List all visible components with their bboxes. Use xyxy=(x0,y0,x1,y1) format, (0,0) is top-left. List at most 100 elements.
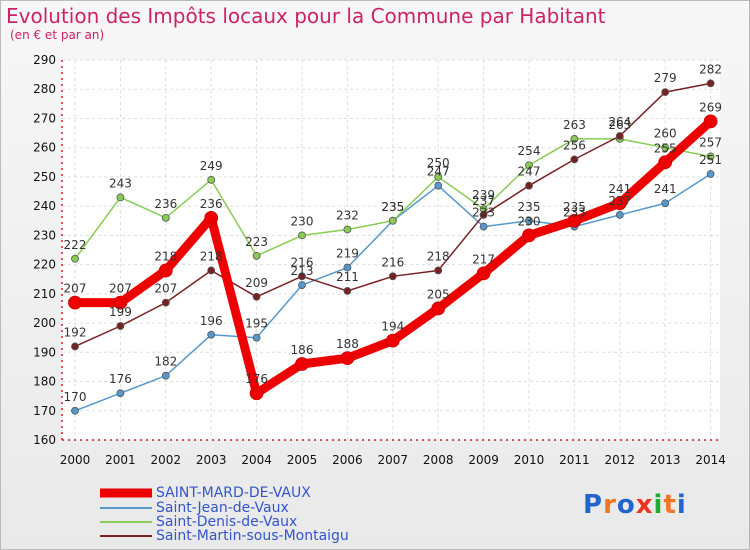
data-point xyxy=(706,170,715,178)
data-point xyxy=(204,210,219,225)
plot-area xyxy=(62,60,720,440)
data-label: 207 xyxy=(109,282,132,296)
data-label: 263 xyxy=(608,118,631,132)
data-label: 218 xyxy=(200,249,223,263)
data-label: 230 xyxy=(518,214,541,228)
y-tick-label: 280 xyxy=(33,82,56,96)
y-tick-label: 220 xyxy=(33,258,56,272)
data-label: 196 xyxy=(200,314,223,328)
data-label: 249 xyxy=(200,159,223,173)
x-tick-label: 2004 xyxy=(241,453,272,467)
data-point xyxy=(295,357,309,371)
data-label: 205 xyxy=(427,287,450,301)
data-label: 233 xyxy=(472,206,495,220)
data-point xyxy=(71,254,79,263)
data-point xyxy=(207,330,216,339)
data-label: 176 xyxy=(245,372,268,386)
x-tick-label: 2000 xyxy=(60,453,91,467)
data-label: 243 xyxy=(109,176,132,190)
data-point xyxy=(343,225,352,234)
data-point xyxy=(431,301,446,316)
data-point xyxy=(249,386,264,401)
data-label: 256 xyxy=(563,138,586,152)
data-point xyxy=(479,222,488,231)
data-label: 236 xyxy=(200,197,223,211)
data-label: 251 xyxy=(699,153,722,167)
data-label: 264 xyxy=(608,115,631,129)
data-point xyxy=(388,272,397,281)
data-point xyxy=(298,231,306,240)
data-point xyxy=(161,213,170,222)
data-label: 247 xyxy=(518,165,541,179)
data-label: 241 xyxy=(654,182,677,196)
x-tick-label: 2007 xyxy=(378,453,409,467)
data-point xyxy=(706,79,715,88)
data-label: 211 xyxy=(336,270,359,284)
y-tick-label: 180 xyxy=(33,375,56,389)
x-tick-label: 2010 xyxy=(514,453,545,467)
x-tick-label: 2001 xyxy=(105,453,136,467)
data-label: 192 xyxy=(64,325,87,339)
data-label: 218 xyxy=(154,249,177,263)
data-point xyxy=(706,152,715,161)
legend-label-saint-mard: SAINT-MARD-DE-VAUX xyxy=(156,485,311,501)
data-point xyxy=(161,371,170,380)
data-point xyxy=(252,251,261,260)
data-label: 216 xyxy=(291,255,314,269)
data-point xyxy=(116,389,125,398)
data-point xyxy=(343,263,352,272)
x-tick-label: 2003 xyxy=(196,453,227,467)
data-point xyxy=(298,272,306,281)
data-label: 223 xyxy=(245,235,268,249)
data-label: 222 xyxy=(64,238,87,252)
data-point xyxy=(479,211,488,219)
data-point xyxy=(68,295,82,310)
y-tick-label: 260 xyxy=(33,141,56,155)
data-label: 235 xyxy=(518,200,541,214)
chart-subtitle: (en € et par an) xyxy=(10,28,105,42)
data-label: 269 xyxy=(699,100,722,114)
data-point xyxy=(661,88,670,97)
logo-letter: o xyxy=(616,490,636,520)
legend-swatches xyxy=(100,488,152,537)
x-tick-label: 2005 xyxy=(287,453,318,467)
data-label: 209 xyxy=(245,276,268,290)
legend-label-saint-martin: Saint-Martin-sous-Montaigu xyxy=(156,528,349,544)
data-point xyxy=(298,281,306,289)
data-point xyxy=(116,193,125,202)
data-point xyxy=(476,266,491,281)
x-tick-label: 2014 xyxy=(695,453,726,467)
data-point xyxy=(567,213,582,228)
chart-title: Evolution des Impôts locaux pour la Comm… xyxy=(6,4,606,28)
logo-letter: i xyxy=(676,490,687,520)
data-point xyxy=(71,406,79,415)
data-point xyxy=(388,216,397,225)
data-label: 170 xyxy=(64,390,87,404)
data-point xyxy=(525,161,533,170)
data-label: 207 xyxy=(64,282,87,296)
logo-letter: P xyxy=(583,490,604,520)
data-label: 255 xyxy=(654,141,677,155)
data-label: 218 xyxy=(427,249,450,263)
data-point xyxy=(113,295,128,310)
data-point xyxy=(615,211,624,219)
data-label: 239 xyxy=(472,188,495,202)
logo-letter: i xyxy=(653,490,664,520)
data-label: 213 xyxy=(291,264,314,278)
data-label: 216 xyxy=(381,255,404,269)
data-point xyxy=(522,228,536,243)
x-tick-label: 2013 xyxy=(650,453,681,467)
data-label: 257 xyxy=(699,135,722,149)
data-label: 236 xyxy=(154,197,177,211)
y-tick-label: 290 xyxy=(33,53,56,67)
data-label: 235 xyxy=(381,200,404,214)
data-point xyxy=(158,263,173,278)
data-label: 282 xyxy=(699,62,722,76)
y-tick-label: 170 xyxy=(33,404,56,418)
data-point xyxy=(658,155,673,170)
x-tick-label: 2008 xyxy=(423,453,454,467)
data-label: 237 xyxy=(472,194,495,208)
data-label: 235 xyxy=(381,200,404,214)
y-tick-label: 240 xyxy=(33,199,56,213)
